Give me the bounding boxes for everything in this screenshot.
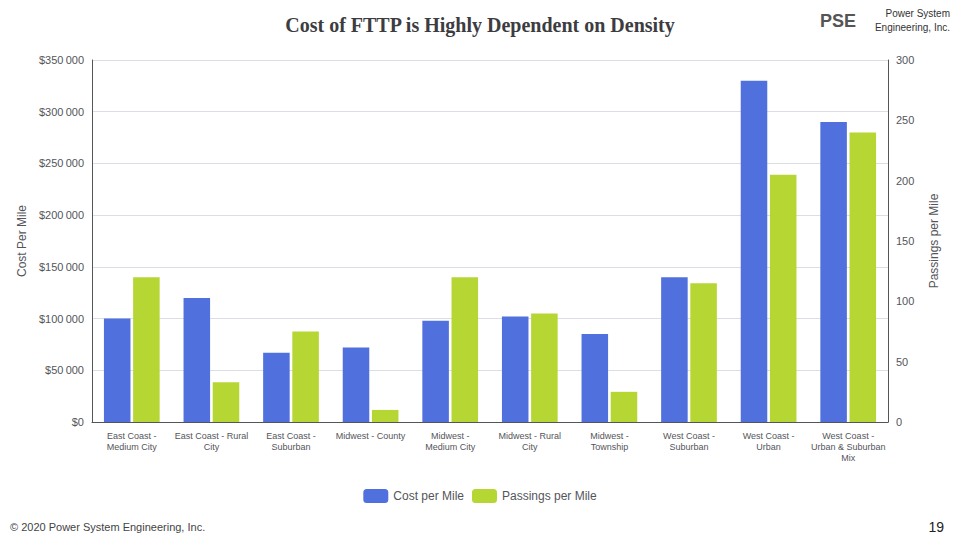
svg-text:Medium City: Medium City [425,442,476,452]
svg-text:Midwest -: Midwest - [431,431,470,441]
svg-text:Township: Township [591,442,629,452]
svg-text:$100 000: $100 000 [39,313,84,325]
svg-text:$250 000: $250 000 [39,157,84,169]
svg-text:East Coast -: East Coast - [266,431,316,441]
svg-text:© 2020 Power System Engineerin: © 2020 Power System Engineering, Inc. [10,521,205,533]
svg-text:200: 200 [896,175,914,187]
svg-text:Urban & Suburban: Urban & Suburban [811,442,886,452]
svg-text:Suburban: Suburban [271,442,310,452]
svg-text:East Coast -: East Coast - [107,431,157,441]
svg-text:Power System: Power System [886,8,950,19]
svg-text:West Coast -: West Coast - [743,431,795,441]
svg-text:300: 300 [896,54,914,66]
svg-text:Passings per Mile: Passings per Mile [502,489,597,503]
svg-text:150: 150 [896,235,914,247]
svg-text:Medium City: Medium City [107,442,158,452]
svg-text:100: 100 [896,295,914,307]
svg-text:$50 000: $50 000 [45,364,84,376]
svg-text:Cost per Mile: Cost per Mile [393,489,464,503]
svg-text:$300 000: $300 000 [39,106,84,118]
svg-text:City: City [204,442,220,452]
svg-text:$150 000: $150 000 [39,261,84,273]
svg-text:Engineering, Inc.: Engineering, Inc. [875,22,950,33]
svg-text:Suburban: Suburban [669,442,708,452]
svg-text:City: City [522,442,538,452]
svg-text:Midwest -: Midwest - [590,431,629,441]
svg-text:$0: $0 [72,416,84,428]
svg-text:Cost of FTTP is Highly Depende: Cost of FTTP is Highly Dependent on Dens… [285,14,674,37]
svg-text:0: 0 [896,416,902,428]
svg-text:West Coast -: West Coast - [663,431,715,441]
svg-text:West Coast -: West Coast - [822,431,874,441]
svg-text:250: 250 [896,114,914,126]
svg-text:Urban: Urban [756,442,781,452]
svg-text:PSE: PSE [820,11,856,31]
svg-text:Cost Per Mile: Cost Per Mile [15,205,29,277]
svg-text:Passings per Mile: Passings per Mile [927,193,941,288]
svg-text:Midwest - Rural: Midwest - Rural [499,431,562,441]
svg-text:East Coast - Rural: East Coast - Rural [175,431,249,441]
svg-text:Midwest - County: Midwest - County [336,431,406,441]
svg-text:$350 000: $350 000 [39,54,84,66]
svg-text:$200 000: $200 000 [39,209,84,221]
svg-text:19: 19 [928,519,944,535]
svg-text:Mix: Mix [841,453,855,463]
svg-text:50: 50 [896,356,908,368]
